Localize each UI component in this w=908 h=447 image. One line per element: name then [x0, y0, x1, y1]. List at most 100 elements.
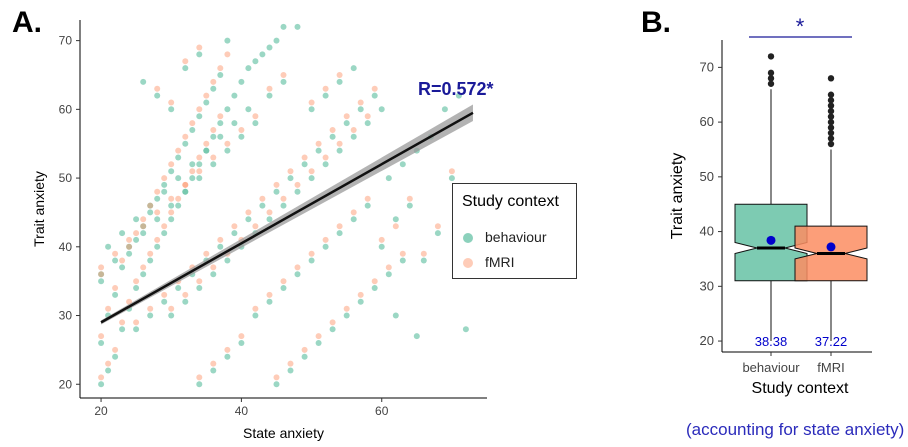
- scatter-point-fmri: [350, 209, 357, 216]
- box-y-axis-title: Trait anxiety: [669, 153, 686, 240]
- scatter-point-behaviour: [154, 92, 161, 99]
- scatter-point-behaviour: [245, 65, 252, 72]
- scatter-point-fmri: [343, 305, 350, 312]
- scatter-point-fmri: [168, 161, 175, 168]
- legend-key-behaviour: [463, 233, 473, 243]
- scatter-point-fmri: [280, 195, 287, 202]
- scatter-point-fmri: [329, 127, 336, 133]
- scatter-point-behaviour: [210, 85, 217, 92]
- scatter-point-behaviour: [294, 271, 301, 278]
- scatter-point-fmri: [98, 264, 105, 271]
- scatter-point-behaviour: [350, 216, 357, 223]
- scatter-point-fmri: [280, 278, 287, 285]
- scatter-point-behaviour: [399, 257, 406, 264]
- box-x-tick-label: fMRI: [817, 360, 844, 375]
- scatter-y-tick-label: 50: [59, 171, 73, 185]
- scatter-point-fmri: [252, 305, 259, 312]
- scatter-point-behaviour: [182, 140, 189, 147]
- scatter-point-behaviour: [182, 65, 189, 72]
- scatter-point-behaviour: [259, 202, 266, 209]
- scatter-point-behaviour: [168, 168, 175, 175]
- scatter-point-fmri: [357, 291, 364, 298]
- scatter-point-fmri: [378, 236, 385, 243]
- scatter-point-fmri: [126, 236, 133, 243]
- scatter-point-behaviour: [224, 257, 231, 264]
- scatter-point-behaviour: [308, 175, 315, 182]
- box-outlier-point: [827, 107, 835, 115]
- scatter-point-behaviour: [301, 353, 308, 360]
- scatter-y-axis-title: Trait anxiety: [31, 171, 47, 247]
- scatter-point-behaviour: [329, 133, 336, 140]
- scatter-point-fmri: [252, 223, 259, 230]
- scatter-point-behaviour: [112, 257, 119, 264]
- scatter-point-fmri: [336, 72, 343, 78]
- scatter-point-fmri: [196, 44, 203, 51]
- scatter-point-behaviour: [252, 120, 259, 127]
- box-outlier-point: [827, 91, 835, 98]
- scatter-point-behaviour: [378, 106, 385, 113]
- scatter-x-tick-label: 20: [94, 404, 108, 418]
- scatter-point-fmri: [196, 278, 203, 285]
- footnote: (accounting for state anxiety): [686, 420, 905, 439]
- scatter-point-fmri: [238, 127, 245, 133]
- scatter-point-behaviour: [189, 127, 196, 133]
- scatter-point-behaviour: [119, 264, 126, 271]
- scatter-point-fmri: [301, 346, 308, 353]
- scatter-point-fmri: [210, 154, 217, 161]
- box-outlier-point: [827, 124, 835, 131]
- scatter-point-fmri: [168, 209, 175, 216]
- scatter-point-behaviour: [98, 340, 105, 346]
- scatter-point-behaviour: [273, 381, 280, 388]
- box-outlier-point: [767, 80, 775, 87]
- scatter-point-behaviour: [217, 133, 224, 140]
- scatter-point-fmri: [147, 305, 154, 312]
- scatter-point-fmri: [154, 85, 161, 92]
- box-outlier-point: [827, 75, 835, 82]
- scatter-point-behaviour: [252, 58, 259, 65]
- scatter-point-fmri: [147, 202, 154, 209]
- box-outlier-point: [827, 118, 835, 126]
- scatter-point-fmri: [266, 85, 273, 92]
- scatter-point-behaviour: [161, 298, 168, 305]
- scatter-point-behaviour: [315, 147, 322, 154]
- scatter-y-tick-label: 30: [59, 309, 73, 323]
- scatter-point-behaviour: [133, 216, 140, 223]
- scatter-point-fmri: [154, 236, 161, 243]
- scatter-x-axis-title: State anxiety: [243, 425, 324, 441]
- scatter-point-behaviour: [119, 230, 126, 237]
- scatter-point-behaviour: [140, 223, 147, 230]
- significance-star: *: [796, 14, 805, 39]
- scatter-point-behaviour: [147, 257, 154, 264]
- scatter-point-behaviour: [231, 92, 238, 99]
- panel-a-label: A.: [12, 6, 42, 39]
- scatter-point-behaviour: [98, 278, 105, 285]
- scatter-point-fmri: [420, 250, 427, 257]
- scatter-point-behaviour: [147, 312, 154, 319]
- scatter-point-fmri: [182, 133, 189, 140]
- scatter-point-behaviour: [217, 72, 224, 78]
- scatter-point-behaviour: [203, 99, 210, 106]
- scatter-point-behaviour: [308, 106, 315, 113]
- box-outlier-point: [767, 53, 775, 60]
- scatter-point-behaviour: [322, 243, 329, 250]
- scatter-point-behaviour: [196, 161, 203, 168]
- scatter-point-fmri: [98, 333, 105, 340]
- scatter-point-behaviour: [245, 106, 252, 113]
- scatter-point-fmri: [434, 223, 441, 230]
- scatter-point-behaviour: [462, 326, 469, 333]
- box-outlier-point: [827, 97, 835, 104]
- scatter-point-behaviour: [294, 188, 301, 195]
- scatter-point-behaviour: [231, 230, 238, 237]
- scatter-point-behaviour: [336, 230, 343, 237]
- scatter-point-behaviour: [301, 161, 308, 168]
- scatter-point-fmri: [224, 140, 231, 147]
- scatter-point-behaviour: [357, 298, 364, 305]
- scatter-point-behaviour: [210, 271, 217, 278]
- box-outlier-point: [827, 129, 835, 137]
- scatter-point-behaviour: [133, 285, 140, 291]
- scatter-point-behaviour: [105, 243, 112, 250]
- box-outlier-point: [767, 69, 775, 77]
- scatter-point-behaviour: [385, 271, 392, 278]
- scatter-point-fmri: [217, 65, 224, 72]
